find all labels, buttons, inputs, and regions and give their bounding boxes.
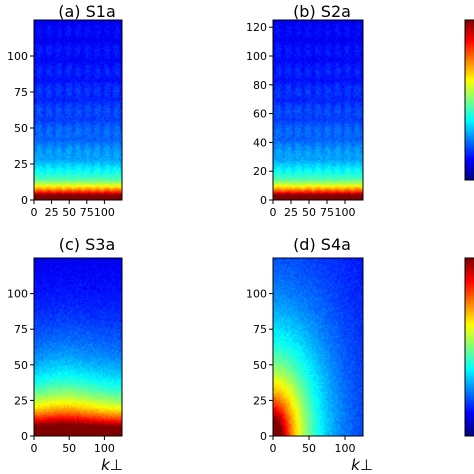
y-tick-label: 80 xyxy=(253,79,267,92)
x-tick-label: 50 xyxy=(62,442,76,455)
x-tick-label: 100 xyxy=(94,442,115,455)
panel-d-ticks: 0 50 100 0 25 50 75 100 xyxy=(246,288,356,455)
panel-a-heatmap xyxy=(34,20,122,200)
x-tick-label: 0 xyxy=(31,206,38,219)
colorbar-top xyxy=(465,20,474,180)
panel-d-frame xyxy=(272,257,364,437)
y-tick-label: 20 xyxy=(253,165,267,178)
panel-d-heatmap xyxy=(273,258,363,436)
x-tick-label: 100 xyxy=(335,206,356,219)
y-tick-label: 0 xyxy=(260,194,267,207)
y-tick-label: 40 xyxy=(253,136,267,149)
panel-d-title: (d) S4a xyxy=(293,235,351,254)
panel-c-ticks: 0 50 100 0 25 50 75 100 xyxy=(7,288,115,455)
y-tick-label: 100 xyxy=(7,50,28,63)
y-tick-label: 60 xyxy=(253,108,267,121)
x-tick-label: 0 xyxy=(31,442,38,455)
y-tick-label: 0 xyxy=(260,430,267,443)
x-tick-label: 25 xyxy=(45,206,59,219)
x-tick-label: 75 xyxy=(320,206,334,219)
x-tick-label: 100 xyxy=(94,206,115,219)
y-tick-label: 50 xyxy=(14,122,28,135)
colorbar-top-frame xyxy=(464,19,474,181)
x-tick-label: 0 xyxy=(270,206,277,219)
x-tick-label: 100 xyxy=(335,442,356,455)
y-tick-label: 75 xyxy=(253,323,267,336)
panel-a-title: (a) S1a xyxy=(58,2,116,21)
panel-c-xlabel: k⊥ xyxy=(101,456,123,474)
y-tick-label: 75 xyxy=(14,86,28,99)
y-tick-label: 75 xyxy=(14,323,28,336)
y-tick-label: 25 xyxy=(14,158,28,171)
panel-d-xlabel: k⊥ xyxy=(351,456,373,474)
y-tick-label: 100 xyxy=(246,50,267,63)
panel-c: (c) S3a 0 50 100 0 25 50 75 100 k⊥ xyxy=(7,235,123,474)
colorbar-bottom-frame xyxy=(464,257,474,437)
panel-d: (d) S4a 0 50 100 0 25 50 75 100 k⊥ xyxy=(246,235,373,474)
panel-b-heatmap xyxy=(273,20,363,200)
panel-a-frame xyxy=(33,19,123,201)
y-tick-label: 50 xyxy=(14,359,28,372)
panel-c-heatmap xyxy=(34,258,122,436)
x-tick-label: 25 xyxy=(284,206,298,219)
panel-c-frame xyxy=(33,257,123,437)
x-tick-label: 50 xyxy=(302,442,316,455)
y-tick-label: 100 xyxy=(7,288,28,301)
x-tick-label: 75 xyxy=(80,206,94,219)
y-tick-label: 0 xyxy=(21,430,28,443)
panel-b-title: (b) S2a xyxy=(293,2,351,21)
y-tick-label: 25 xyxy=(253,394,267,407)
y-tick-label: 50 xyxy=(253,359,267,372)
x-tick-label: 0 xyxy=(270,442,277,455)
colorbar-bottom xyxy=(465,258,474,436)
y-tick-label: 25 xyxy=(14,394,28,407)
y-tick-label: 100 xyxy=(246,288,267,301)
x-tick-label: 50 xyxy=(302,206,316,219)
y-tick-label: 120 xyxy=(246,21,267,34)
panel-b-frame xyxy=(272,19,364,201)
x-tick-label: 50 xyxy=(62,206,76,219)
panel-c-title: (c) S3a xyxy=(59,235,116,254)
y-tick-label: 0 xyxy=(21,194,28,207)
